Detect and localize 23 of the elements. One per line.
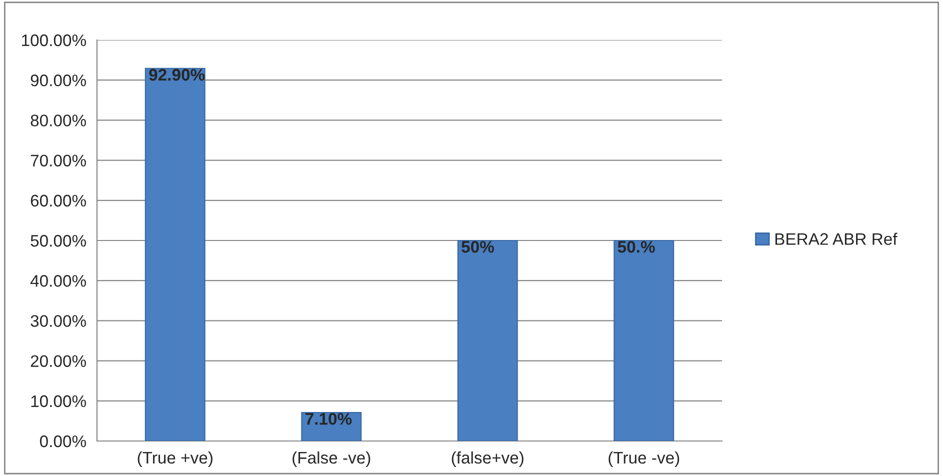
bar [457, 240, 518, 441]
bar [614, 240, 674, 441]
bar [144, 68, 206, 441]
y-tick-label: 90.00% [30, 74, 86, 86]
legend-label: BERA2 ABR Ref [775, 232, 898, 245]
x-tick-label: (false+ve) [452, 451, 524, 467]
y-tick-label: 60.00% [30, 194, 86, 207]
y-tick-label: 50.00% [30, 234, 86, 247]
x-tick-label: (False -ve) [292, 451, 370, 467]
y-tick-label: 20.00% [30, 355, 86, 368]
text: 7.10% [306, 412, 352, 425]
y-tick-label: 40.00% [30, 275, 86, 287]
x-tick-label: (True +ve) [138, 451, 212, 467]
y-tick-label: 70.00% [30, 154, 86, 167]
text: 50% [462, 240, 494, 253]
text: 50.% [618, 240, 655, 253]
y-tick-label: 80.00% [30, 114, 86, 126]
x-tick-label: (True -ve) [608, 451, 680, 467]
y-tick-label: 10.00% [31, 395, 86, 408]
text: 92.90% [149, 68, 205, 81]
y-tick-label: 100.00% [22, 34, 86, 46]
y-tick-label: 30.00% [30, 315, 86, 327]
y-tick-label: 0.00% [40, 435, 86, 448]
